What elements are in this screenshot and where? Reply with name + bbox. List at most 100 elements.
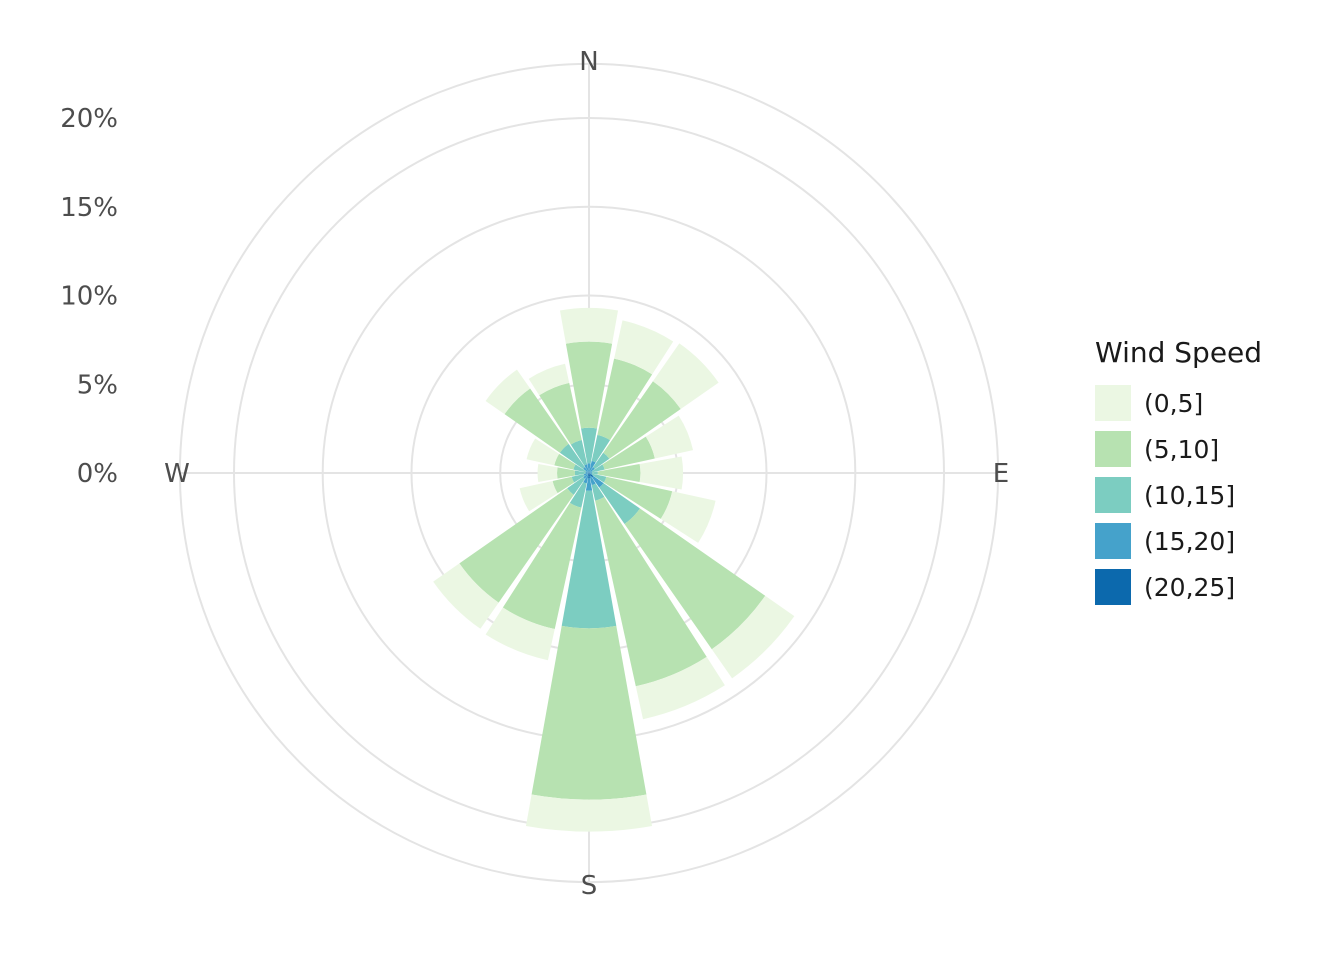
radial-tick-label-10%: 10% xyxy=(60,282,118,312)
petal-S-(20,25] xyxy=(588,473,590,479)
legend-label: (10,15] xyxy=(1144,480,1236,510)
petal-SSW-(15,20] xyxy=(583,475,589,484)
direction-label-S: S xyxy=(581,871,598,901)
legend: Wind Speed (0,5] (5,10] (10,15] (15,20] … xyxy=(1095,336,1262,615)
legend-swatch-5-10 xyxy=(1095,431,1131,467)
legend-swatch-10-15 xyxy=(1095,477,1131,513)
petal-SW-(10,15] xyxy=(567,477,585,495)
petal-SSW-(5,10] xyxy=(502,502,582,630)
petal-SE-(0,5] xyxy=(711,595,795,679)
legend-entry: (15,20] xyxy=(1095,523,1262,559)
petal-SW-(20,25] xyxy=(587,473,589,475)
petal-SE-(10,15] xyxy=(599,483,640,524)
petal-NNE-(10,15] xyxy=(591,434,611,463)
petal-ESE-(15,20] xyxy=(589,473,593,475)
petal-W-(10,15] xyxy=(574,470,586,476)
petal-SW-(15,20] xyxy=(583,474,588,479)
petal-ENE-(10,15] xyxy=(591,464,605,473)
direction-label-E: E xyxy=(993,459,1009,489)
petal-SSW-(20,25] xyxy=(587,473,589,476)
petal-S-(15,20] xyxy=(585,478,593,491)
petal-N-(0,5] xyxy=(559,307,619,344)
petal-N-(15,20] xyxy=(587,463,591,472)
petal-N-(10,15] xyxy=(581,427,597,464)
petal-SSE-(20,25] xyxy=(589,473,591,477)
petal-SE-(15,20] xyxy=(592,476,604,488)
petal-NE-(20,25] xyxy=(589,472,590,473)
legend-swatch-0-5 xyxy=(1095,385,1131,421)
petal-ESE-(10,15] xyxy=(591,473,607,483)
petal-NNW-(10,15] xyxy=(570,440,588,466)
radial-tick-label-20%: 20% xyxy=(60,104,118,134)
petal-ESE-(5,10] xyxy=(603,476,673,519)
petal-NNW-(15,20] xyxy=(584,464,589,473)
legend-swatch-20-25 xyxy=(1095,569,1131,605)
petal-NW-(20,25] xyxy=(588,472,589,473)
legend-entry: (20,25] xyxy=(1095,569,1262,605)
petal-SSE-(5,10] xyxy=(595,496,707,687)
petal-SSE-(15,20] xyxy=(589,475,596,486)
petal-NNE-(5,10] xyxy=(597,358,653,441)
petal-SW-(5,10] xyxy=(459,488,574,603)
petal-NNE-(15,20] xyxy=(589,460,596,473)
petal-NE-(5,10] xyxy=(603,381,681,459)
petal-WSW-(10,15] xyxy=(571,474,585,483)
legend-label: (20,25] xyxy=(1144,572,1236,602)
legend-title: Wind Speed xyxy=(1095,336,1263,369)
direction-label-W: W xyxy=(164,459,190,489)
petal-S-(5,10] xyxy=(531,625,647,800)
legend-entry: (10,15] xyxy=(1095,477,1262,513)
radial-tick-label-0%: 0% xyxy=(77,459,118,489)
petal-ENE-(5,10] xyxy=(602,436,655,470)
petal-SSW-(0,5] xyxy=(485,607,555,661)
radial-tick-label-5%: 5% xyxy=(77,370,118,400)
legend-swatch-15-20 xyxy=(1095,523,1131,559)
petal-E-(15,20] xyxy=(589,472,592,474)
petal-WSW-(0,5] xyxy=(519,480,558,512)
petal-NW-(0,5] xyxy=(485,369,531,415)
petal-NE-(0,5] xyxy=(652,343,719,410)
legend-entry: (5,10] xyxy=(1095,431,1262,467)
petal-E-(10,15] xyxy=(591,471,598,475)
petal-SSW-(10,15] xyxy=(569,481,587,508)
petal-W-(0,5] xyxy=(537,463,558,483)
petal-S-(10,15] xyxy=(561,490,617,629)
petal-E-(0,5] xyxy=(639,456,684,490)
petal-NW-(10,15] xyxy=(559,443,585,469)
petal-NNW-(0,5] xyxy=(528,363,570,396)
petal-W-(15,20] xyxy=(585,472,589,474)
petal-S-(0,5] xyxy=(525,794,653,832)
petal-ENE-(0,5] xyxy=(645,415,694,459)
petal-WNW-(5,10] xyxy=(554,453,576,470)
petal-E-(5,10] xyxy=(597,463,641,483)
petal-SE-(20,25] xyxy=(589,473,594,478)
petal-NE-(10,15] xyxy=(593,452,610,469)
petal-WSW-(15,20] xyxy=(583,473,589,476)
petal-WSW-(5,10] xyxy=(552,476,575,494)
petal-NE-(15,20] xyxy=(589,467,595,473)
legend-label: (15,20] xyxy=(1144,526,1236,556)
petal-NW-(5,10] xyxy=(504,388,569,453)
petal-SW-(0,5] xyxy=(433,563,499,629)
petal-SSE-(10,15] xyxy=(591,483,605,501)
petal-NNE-(0,5] xyxy=(614,320,674,375)
direction-label-N: N xyxy=(579,47,598,77)
petal-N-(5,10] xyxy=(565,341,613,429)
petal-ENE-(15,20] xyxy=(589,471,593,473)
petal-N-(20,25] xyxy=(588,471,590,473)
petal-SSE-(0,5] xyxy=(635,656,725,720)
legend-label: (0,5] xyxy=(1144,388,1204,418)
petal-NW-(15,20] xyxy=(583,467,589,473)
petal-WNW-(0,5] xyxy=(526,438,560,466)
petal-SE-(5,10] xyxy=(624,508,766,650)
legend-label: (5,10] xyxy=(1144,434,1220,464)
legend-entry: (0,5] xyxy=(1095,385,1262,421)
petal-WNW-(15,20] xyxy=(585,471,589,473)
petal-NNW-(5,10] xyxy=(539,382,582,445)
petal-W-(5,10] xyxy=(557,467,576,479)
petal-WNW-(10,15] xyxy=(573,464,587,473)
petal-ESE-(0,5] xyxy=(660,491,716,543)
radial-tick-label-15%: 15% xyxy=(60,193,118,223)
